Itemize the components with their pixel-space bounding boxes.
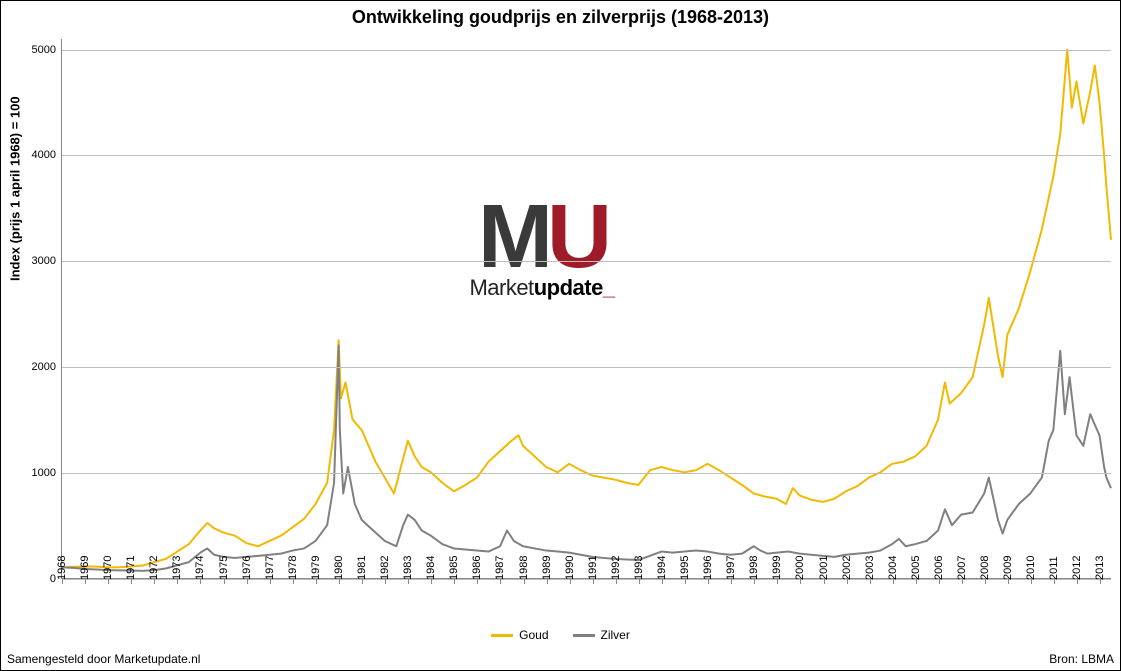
ytick-label: 3000 [16,255,56,267]
xtick-label: 1992 [610,556,622,580]
chart-container: Ontwikkeling goudprijs en zilverprijs (1… [1,1,1120,670]
footer-right: Bron: LBMA [1049,652,1114,666]
xtick-label: 1988 [518,556,530,580]
xtick-label: 1984 [425,556,437,580]
xtick-label: 1999 [771,556,783,580]
series-goud [62,50,1111,568]
gridline [62,50,1111,51]
xtick-label: 1989 [541,556,553,580]
gridline [62,261,1111,262]
ytick-label: 5000 [16,44,56,56]
xtick-label: 1970 [102,556,114,580]
xtick-label: 1998 [748,556,760,580]
xtick-label: 2004 [887,556,899,580]
xtick-label: 1982 [379,556,391,580]
xtick-label: 2011 [1048,556,1060,580]
xtick-label: 2010 [1025,556,1037,580]
gridline [62,155,1111,156]
xtick-label: 1975 [218,556,230,580]
xtick-label: 2002 [841,556,853,580]
xtick-label: 1974 [194,556,206,580]
xtick-label: 2000 [794,556,806,580]
legend: Goud Zilver [1,628,1120,642]
xtick-label: 1972 [148,556,160,580]
xtick-label: 2012 [1071,556,1083,580]
ytick-label: 4000 [16,149,56,161]
xtick-label: 2006 [933,556,945,580]
xtick-label: 1991 [587,556,599,580]
xtick-label: 1987 [494,556,506,580]
ytick-label: 2000 [16,361,56,373]
legend-item-goud: Goud [491,628,548,642]
xtick-label: 1973 [171,556,183,580]
xtick-label: 1968 [56,556,68,580]
ytick-label: 0 [16,573,56,585]
xtick-label: 2009 [1002,556,1014,580]
legend-item-zilver: Zilver [573,628,630,642]
legend-label: Goud [519,628,548,642]
xtick-label: 2001 [818,556,830,580]
ytick-label: 1000 [16,467,56,479]
xtick-label: 1981 [356,556,368,580]
xtick-label: 1980 [333,556,345,580]
chart-title: Ontwikkeling goudprijs en zilverprijs (1… [1,7,1120,28]
xtick-label: 1994 [656,556,668,580]
xtick-label: 1976 [241,556,253,580]
xtick-label: 2013 [1094,556,1106,580]
xtick-label: 1993 [633,556,645,580]
gridline [62,367,1111,368]
plot-area: MU Marketupdate_ 01000200030004000500019… [61,39,1111,579]
xtick-label: 1971 [125,556,137,580]
gridline [62,473,1111,474]
xtick-label: 2007 [956,556,968,580]
series-zilver [62,346,1111,571]
xtick-label: 1995 [679,556,691,580]
xtick-label: 1996 [702,556,714,580]
xtick-label: 1977 [264,556,276,580]
legend-label: Zilver [601,628,630,642]
footer-left: Samengesteld door Marketupdate.nl [7,652,200,666]
xtick-label: 1990 [564,556,576,580]
xtick-label: 1983 [402,556,414,580]
chart-svg [62,39,1111,578]
xtick-label: 2008 [979,556,991,580]
xtick-label: 2003 [864,556,876,580]
xtick-label: 1969 [79,556,91,580]
legend-swatch-goud [491,634,513,637]
y-axis-label: Index (prijs 1 april 1968) = 100 [8,96,23,281]
legend-swatch-zilver [573,634,595,637]
xtick-label: 2005 [910,556,922,580]
xtick-label: 1985 [448,556,460,580]
xtick-label: 1979 [310,556,322,580]
xtick-label: 1986 [471,556,483,580]
xtick-label: 1978 [287,556,299,580]
xtick-label: 1997 [725,556,737,580]
